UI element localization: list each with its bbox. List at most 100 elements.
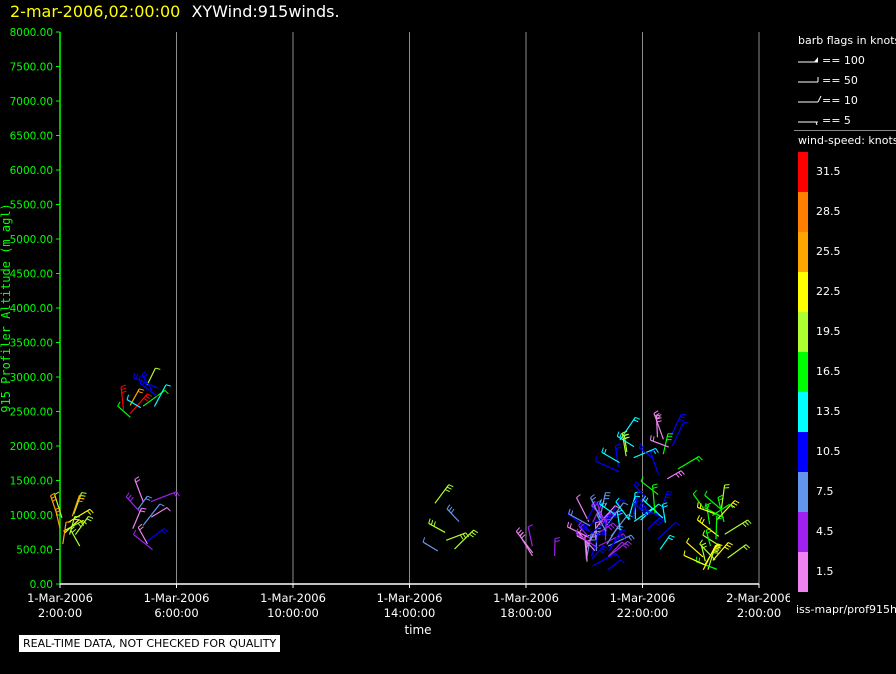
wind-barb-shaft	[616, 435, 635, 448]
x-tick-date: 1-Mar-2006	[144, 591, 210, 605]
wind-barb-flag	[448, 506, 453, 512]
wind-barb-shaft	[639, 507, 664, 519]
wind-barb-shaft	[724, 519, 749, 535]
wind-barb-flag	[649, 435, 652, 441]
wind-barb-flag	[450, 508, 455, 514]
wind-barb-shaft	[150, 491, 177, 503]
wind-barb-flag	[716, 517, 722, 520]
wind-barb-flag	[611, 510, 617, 514]
wind-barb-flag	[701, 518, 705, 524]
wind-barb-flag	[715, 545, 721, 549]
wind-barb-shaft	[662, 433, 669, 455]
wind-barb-flag	[658, 517, 664, 522]
wind-barb-shaft	[609, 535, 621, 549]
wind-barb-flag	[705, 527, 711, 531]
wind-barb-flag	[137, 390, 143, 394]
wind-barb-shaft	[621, 432, 627, 457]
wind-barb-flag	[652, 486, 658, 489]
speed-scale-label: 22.5	[816, 285, 841, 298]
wind-barb-flag	[603, 448, 607, 455]
wind-barb-flag	[599, 499, 602, 505]
wind-barb-flag	[133, 529, 137, 535]
y-tick-label: 2500.00	[10, 407, 53, 419]
wind-barb-flag	[591, 496, 597, 501]
wind-barb-flag	[578, 521, 583, 526]
speed-color-swatch	[798, 472, 808, 512]
wind-barb-shaft	[580, 526, 598, 536]
wind-barb-flag	[517, 529, 522, 535]
wind-barb-shaft	[592, 552, 617, 567]
wind-barb-shaft	[598, 533, 624, 547]
wind-barb-shaft	[633, 485, 647, 498]
wind-barb-shaft	[139, 382, 159, 397]
wind-barb-flag	[698, 456, 703, 461]
wind-barb-flag	[81, 492, 87, 494]
wind-barb-flag	[706, 502, 712, 506]
wind-barb-flag	[619, 432, 622, 439]
wind-barb-shaft	[661, 504, 667, 523]
y-tick-label: 4000.00	[10, 303, 53, 315]
y-tick-label: 0.00	[30, 579, 53, 591]
wind-barb-flag	[669, 534, 675, 538]
wind-barb-shaft	[683, 554, 706, 566]
wind-barb-flag	[654, 413, 660, 417]
wind-barb-flag	[138, 375, 141, 381]
y-tick-label: 3500.00	[10, 338, 53, 350]
wind-barb-flag	[633, 498, 637, 503]
wind-barb-flag	[699, 516, 703, 522]
wind-barb-flag	[568, 508, 571, 514]
x-axis-label: time	[404, 623, 431, 637]
wind-barb-flag	[473, 529, 479, 534]
wind-barb-flag	[653, 410, 659, 414]
y-axis-ticks: 0.00 500.00 1000.00 1500.00 2000.00 2500.00 30…	[10, 27, 60, 591]
wind-barb-flag	[159, 503, 165, 507]
wind-barb-shaft	[614, 445, 619, 467]
wind-barb-shaft	[596, 514, 607, 532]
y-tick-label: 8000.00	[10, 27, 53, 39]
wind-barb-flag	[619, 535, 625, 539]
wind-barb-shaft	[639, 499, 651, 516]
wind-barb-flag	[603, 545, 609, 549]
wind-barb-flag	[570, 510, 574, 516]
wind-barb-flag	[173, 492, 177, 498]
wind-barb-flag	[176, 491, 180, 497]
wind-barb-flag	[667, 491, 673, 493]
wind-barb-shaft	[655, 415, 659, 438]
wind-barb-flag	[51, 495, 57, 499]
x-tick-time: 14:00:00	[384, 606, 436, 620]
wind-barb-shaft	[615, 501, 630, 521]
wind-barb-flag	[747, 519, 752, 525]
wind-barb-shaft	[601, 451, 620, 464]
wind-barb-shaft	[616, 511, 621, 531]
wind-barb-flag	[56, 509, 61, 513]
wind-barb-flag	[615, 497, 620, 503]
wind-barb-shaft	[716, 500, 736, 521]
wind-barb-flag	[726, 544, 731, 548]
wind-barb-shaft	[633, 507, 654, 522]
wind-barb-flag	[743, 546, 748, 551]
wind-barb-flag	[696, 457, 701, 462]
wind-barb-flag	[640, 476, 644, 482]
wind-barb-flag	[654, 521, 660, 526]
wind-barb-flag	[666, 493, 672, 496]
wind-barb-flag	[662, 502, 668, 505]
wind-barb-flag	[446, 504, 451, 510]
wind-barb-shaft	[588, 513, 608, 527]
wind-barb-flag	[50, 492, 56, 497]
wind-barb-flag	[125, 492, 130, 498]
wind-barb-flag	[644, 497, 649, 503]
wind-barb-shaft	[568, 513, 591, 527]
wind-barb-flag	[446, 486, 452, 490]
wind-barb-flag	[644, 505, 647, 511]
y-tick-label: 7000.00	[10, 96, 53, 108]
wind-barb-flag	[89, 508, 94, 514]
wind-barb-flag	[640, 496, 645, 501]
wind-barb-flag	[163, 528, 169, 533]
wind-barb-flag	[77, 522, 82, 528]
wind-barb-flag	[662, 505, 668, 508]
wind-barb-flag	[55, 506, 61, 510]
wind-barb-flag	[744, 521, 749, 526]
wind-barb-flag	[82, 520, 87, 525]
y-tick-label: 5500.00	[10, 200, 53, 212]
wind-barb-flag	[696, 515, 700, 521]
